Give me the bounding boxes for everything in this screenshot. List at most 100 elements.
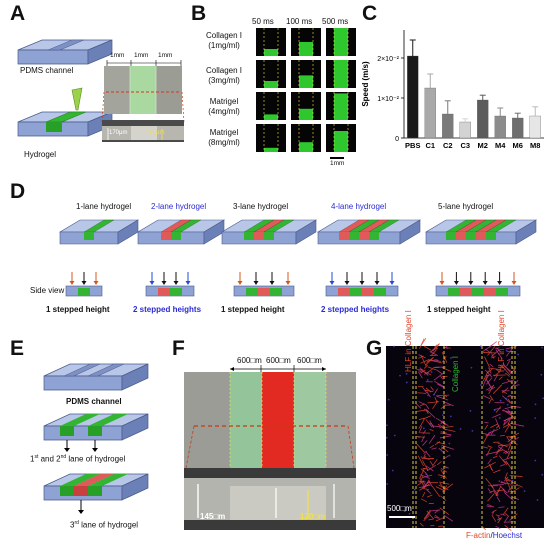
actin-fiber (506, 358, 511, 362)
scale-label-2: 1mm (134, 52, 149, 59)
actin-fiber (439, 435, 452, 439)
actin-fiber (427, 366, 437, 371)
actin-fiber (424, 389, 434, 393)
actin-fiber (502, 456, 513, 461)
side-arrowhead (81, 281, 87, 285)
actin-fiber (434, 344, 438, 348)
height-label-120: 120□m (300, 512, 326, 521)
actin-fiber (439, 423, 447, 429)
actin-fiber (423, 450, 428, 454)
actin-fiber (509, 436, 520, 445)
actin-fiber (430, 386, 434, 391)
side-arrowhead (329, 281, 335, 285)
three-lane-hydrogel-e (43, 473, 149, 514)
actin-fiber (496, 517, 503, 521)
actin-fiber (482, 375, 488, 387)
nucleus (429, 422, 431, 425)
actin-fiber (487, 493, 495, 502)
row-2-conc: (4mg/ml) (208, 107, 240, 116)
side-arrowhead (344, 281, 350, 285)
actin-fiber (493, 374, 499, 382)
nucleus (418, 436, 420, 439)
actin-fiber (511, 481, 523, 488)
actin-fiber (502, 395, 511, 404)
lane-front (456, 232, 466, 240)
side-arrowhead (389, 281, 395, 285)
col-header-100ms: 100 ms (286, 17, 313, 26)
nucleus (386, 424, 388, 427)
actin-fiber (425, 357, 434, 366)
row-1-conc: (3mg/ml) (208, 76, 240, 85)
actin-fiber (492, 413, 501, 418)
actin-fiber (492, 455, 498, 459)
actin-fiber (440, 432, 452, 436)
actin-fiber (509, 474, 523, 478)
actin-fiber (504, 477, 512, 482)
pdms-channel-illustration (17, 39, 113, 65)
actin-fiber (435, 516, 445, 522)
actin-fiber (417, 392, 427, 394)
actin-fiber (501, 390, 508, 395)
flow-front (299, 42, 313, 56)
flow-front (299, 142, 313, 152)
actin-fiber (419, 522, 424, 527)
actin-fiber (430, 349, 437, 356)
flow-front (334, 28, 348, 56)
actin-fiber (415, 403, 422, 409)
actin-fiber (488, 398, 492, 404)
actin-fiber (423, 514, 430, 522)
actin-fiber (434, 359, 439, 361)
row-1-name: Collagen I (205, 66, 243, 75)
actin-fiber (499, 434, 506, 437)
x-tick-label: C1 (425, 141, 435, 150)
nucleus (386, 454, 389, 456)
lane-3-label: 3rd lane of hydrogel (70, 520, 138, 530)
y-tick-label: 2×10⁻² (377, 56, 399, 63)
actin-fiber (426, 464, 437, 472)
actin-fiber (435, 486, 446, 492)
actin-fiber (425, 419, 433, 428)
actin-fiber (505, 479, 511, 482)
height-3: 1 stepped height (221, 305, 285, 314)
side-arrowhead (269, 281, 275, 285)
flow-front (264, 114, 278, 120)
side-lane (374, 288, 386, 296)
width-label-3: 600□m (297, 356, 322, 365)
actin-fiber (489, 395, 494, 401)
side-lane (448, 288, 460, 296)
nucleus (432, 393, 435, 396)
actin-fiber (486, 385, 494, 391)
side-arrowhead (359, 281, 365, 285)
actin-fiber (487, 458, 492, 465)
actin-fiber (429, 444, 435, 449)
scale-label-1: 1mm (110, 52, 125, 59)
actin-fiber (505, 480, 513, 492)
actin-fiber (440, 376, 444, 380)
nucleus (450, 357, 452, 359)
actin-fiber (434, 514, 440, 519)
actin-fiber (509, 432, 520, 439)
actin-fiber (440, 495, 447, 501)
pdms-channel-label: PDMS channel (20, 66, 74, 75)
actin-fiber (495, 514, 501, 517)
actin-fiber (428, 434, 436, 444)
lane-front (84, 232, 94, 240)
actin-fiber (483, 352, 496, 354)
side-lane (472, 288, 484, 296)
title-4-lane: 4-lane hydrogel (331, 202, 387, 211)
actin-fiber (418, 355, 424, 359)
label-hlf-right: HLF in Collagen I (497, 310, 506, 372)
actin-fiber (420, 468, 427, 474)
actin-fiber (423, 364, 429, 369)
nucleus (480, 384, 482, 386)
nucleus (391, 469, 394, 472)
actin-fiber (484, 461, 496, 469)
actin-fiber (426, 489, 432, 494)
height-label-170: 170μm (109, 130, 128, 136)
side-lane (246, 288, 258, 296)
row-3-conc: (8mg/ml) (208, 138, 240, 147)
bar (529, 115, 541, 139)
nucleus (505, 397, 508, 400)
actin-fiber (511, 384, 520, 387)
actin-fiber (490, 428, 495, 436)
